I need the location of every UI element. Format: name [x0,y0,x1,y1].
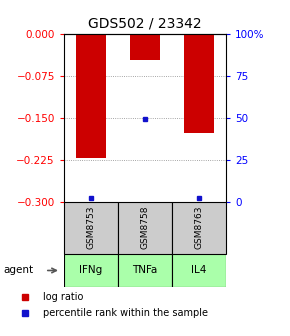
Bar [130,34,160,60]
Text: GSM8758: GSM8758 [140,206,150,249]
Text: IFNg: IFNg [79,265,102,276]
Text: GSM8753: GSM8753 [86,206,95,249]
Text: GSM8763: GSM8763 [195,206,204,249]
Text: TNFa: TNFa [132,265,158,276]
Text: log ratio: log ratio [43,292,84,301]
Bar [184,34,214,133]
FancyBboxPatch shape [118,254,172,287]
Text: IL4: IL4 [191,265,207,276]
Bar [76,34,106,158]
FancyBboxPatch shape [64,202,118,254]
Text: GDS502 / 23342: GDS502 / 23342 [88,16,202,31]
FancyBboxPatch shape [118,202,172,254]
FancyBboxPatch shape [64,254,118,287]
Text: percentile rank within the sample: percentile rank within the sample [43,308,208,318]
FancyBboxPatch shape [172,202,226,254]
Text: agent: agent [3,265,33,276]
FancyBboxPatch shape [172,254,226,287]
